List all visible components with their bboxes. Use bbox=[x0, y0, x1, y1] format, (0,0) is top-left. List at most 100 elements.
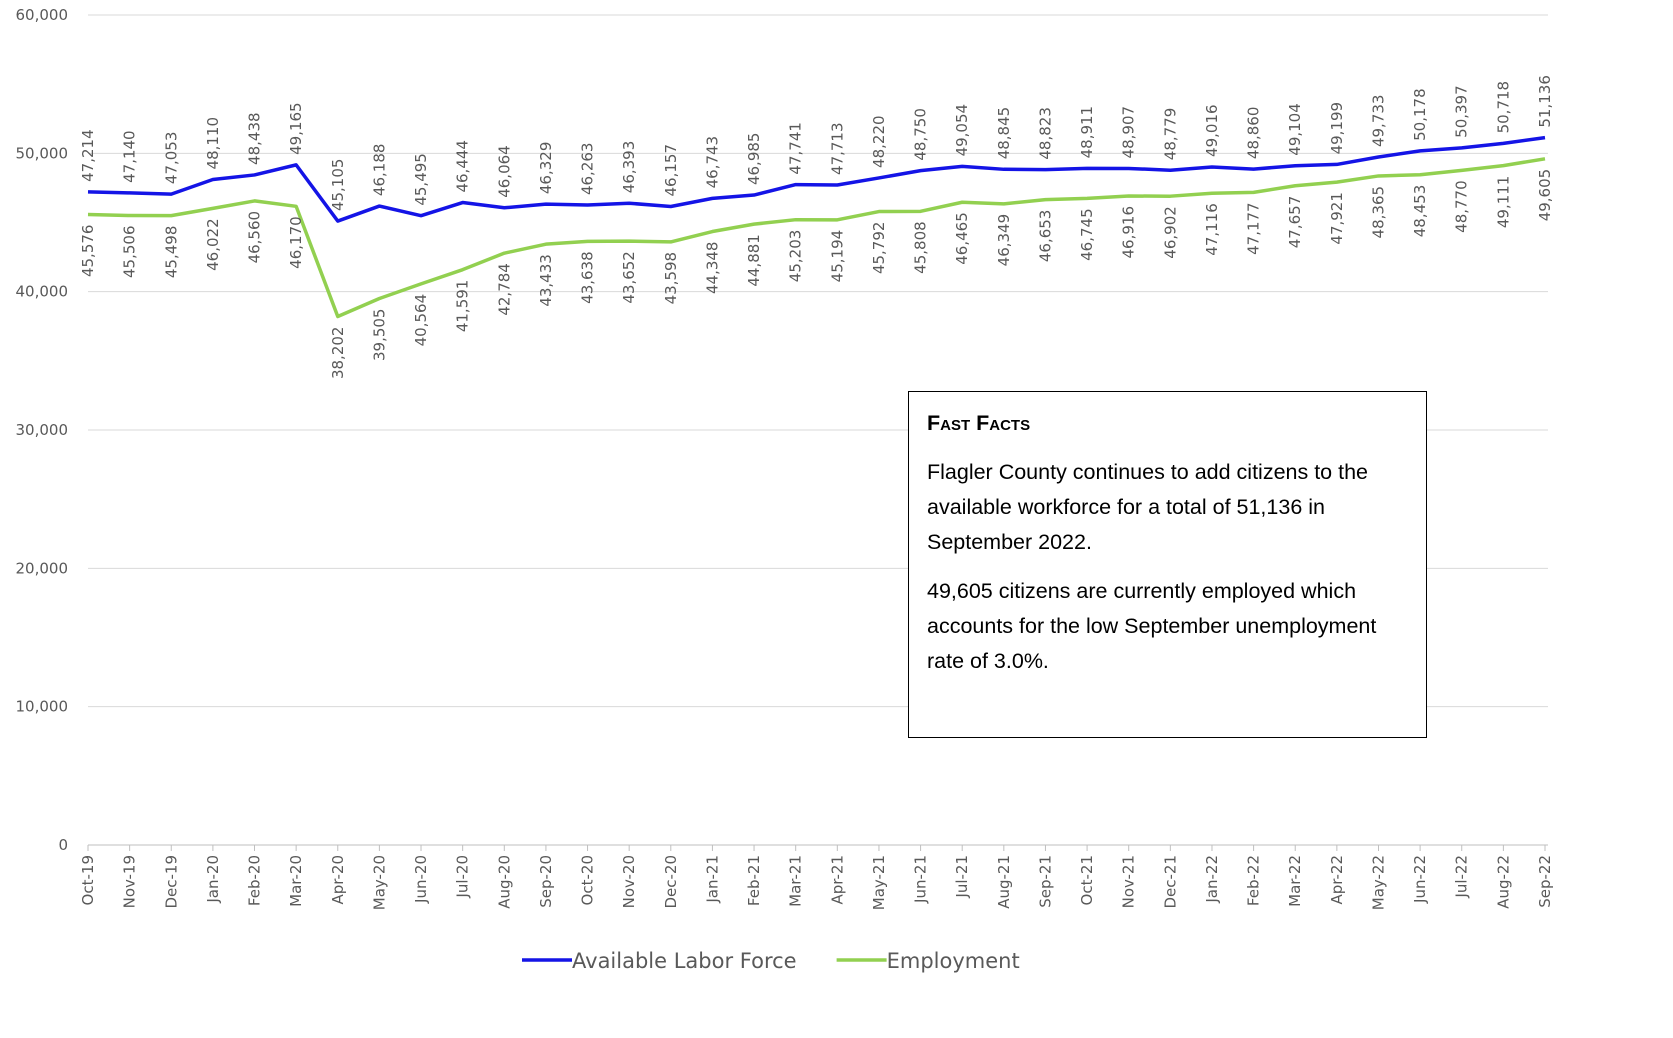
x-tick-label: Apr-21 bbox=[828, 855, 846, 905]
fast-facts-text: Flagler County continues to add citizens… bbox=[927, 460, 1369, 554]
data-label: 45,808 bbox=[912, 221, 930, 274]
data-label: 46,170 bbox=[287, 216, 305, 269]
data-label: 46,985 bbox=[745, 133, 763, 186]
data-label: 49,165 bbox=[287, 102, 305, 155]
x-tick-label: Jan-22 bbox=[1203, 855, 1221, 904]
y-tick-label: 10,000 bbox=[16, 698, 69, 716]
data-label: 45,495 bbox=[412, 153, 430, 206]
data-label: 49,605 bbox=[1536, 169, 1554, 222]
data-label: 46,902 bbox=[1161, 206, 1179, 259]
x-tick-label: Dec-20 bbox=[662, 855, 680, 909]
x-tick-label: Jul-20 bbox=[454, 855, 472, 899]
data-label: 43,652 bbox=[620, 251, 638, 304]
data-label: 49,733 bbox=[1369, 95, 1387, 148]
x-tick-label: Nov-20 bbox=[620, 855, 638, 908]
data-label: 47,214 bbox=[79, 129, 97, 182]
y-tick-label: 50,000 bbox=[16, 144, 69, 162]
data-label: 49,054 bbox=[953, 104, 971, 157]
data-label: 46,465 bbox=[953, 212, 971, 265]
y-tick-label: 30,000 bbox=[16, 421, 69, 439]
legend-label: Available Labor Force bbox=[572, 949, 797, 973]
data-label: 46,022 bbox=[204, 218, 222, 271]
x-tick-label: Sep-20 bbox=[537, 855, 555, 908]
data-label: 41,591 bbox=[454, 280, 472, 333]
data-label: 46,349 bbox=[995, 214, 1013, 267]
data-label: 50,178 bbox=[1411, 88, 1429, 141]
data-label: 44,881 bbox=[745, 234, 763, 287]
y-tick-label: 40,000 bbox=[16, 283, 69, 301]
x-tick-label: Oct-21 bbox=[1078, 855, 1096, 905]
data-label: 46,064 bbox=[495, 145, 513, 198]
data-label: 48,750 bbox=[912, 108, 930, 161]
data-label: 49,111 bbox=[1494, 176, 1512, 229]
x-tick-label: Dec-19 bbox=[162, 855, 180, 909]
data-label: 45,498 bbox=[162, 226, 180, 279]
data-label: 48,860 bbox=[1245, 107, 1263, 160]
data-label: 48,779 bbox=[1161, 108, 1179, 161]
data-label: 48,365 bbox=[1369, 186, 1387, 239]
data-label: 47,116 bbox=[1203, 203, 1221, 256]
data-label: 44,348 bbox=[703, 242, 721, 295]
data-label: 47,657 bbox=[1286, 196, 1304, 249]
x-tick-label: Mar-20 bbox=[287, 855, 305, 907]
x-tick-label: Jun-20 bbox=[412, 855, 430, 904]
data-label: 43,638 bbox=[579, 251, 597, 304]
x-tick-label: Jul-21 bbox=[953, 855, 971, 899]
data-label: 46,444 bbox=[454, 140, 472, 193]
x-tick-label: May-21 bbox=[870, 855, 888, 910]
data-label: 48,110 bbox=[204, 117, 222, 170]
x-tick-label: Aug-20 bbox=[495, 855, 513, 909]
data-label: 39,505 bbox=[370, 309, 388, 362]
data-label: 46,157 bbox=[662, 144, 680, 197]
x-tick-label: Feb-22 bbox=[1245, 855, 1263, 906]
y-tick-label: 0 bbox=[58, 836, 68, 854]
data-label: 40,564 bbox=[412, 294, 430, 347]
x-tick-label: Feb-20 bbox=[246, 855, 264, 906]
y-tick-label: 60,000 bbox=[16, 6, 69, 24]
data-label: 48,823 bbox=[1036, 107, 1054, 160]
data-label: 46,560 bbox=[246, 211, 264, 263]
x-tick-label: Dec-21 bbox=[1161, 855, 1179, 909]
data-label: 45,203 bbox=[787, 230, 805, 283]
x-tick-label: Mar-21 bbox=[787, 855, 805, 907]
data-label: 47,741 bbox=[787, 122, 805, 175]
data-label: 48,220 bbox=[870, 115, 888, 168]
x-tick-label: Apr-22 bbox=[1328, 855, 1346, 905]
x-tick-label: May-22 bbox=[1369, 855, 1387, 910]
data-label: 46,743 bbox=[703, 136, 721, 189]
data-label: 46,263 bbox=[579, 143, 597, 196]
data-label: 48,845 bbox=[995, 107, 1013, 160]
data-label: 48,770 bbox=[1453, 180, 1471, 233]
data-label: 47,921 bbox=[1328, 192, 1346, 245]
x-tick-label: Jun-21 bbox=[912, 855, 930, 904]
data-label: 43,433 bbox=[537, 254, 555, 306]
data-label: 45,792 bbox=[870, 222, 888, 275]
data-label: 45,105 bbox=[329, 159, 347, 212]
y-tick-label: 20,000 bbox=[16, 559, 69, 577]
data-label: 43,598 bbox=[662, 252, 680, 305]
fast-facts-box: Fast Facts Flagler County continues to a… bbox=[908, 391, 1427, 738]
data-label: 49,016 bbox=[1203, 104, 1221, 157]
x-tick-label: Jan-20 bbox=[204, 855, 222, 904]
x-tick-label: Oct-20 bbox=[579, 855, 597, 905]
x-tick-label: Apr-20 bbox=[329, 855, 347, 905]
x-tick-label: Nov-19 bbox=[121, 855, 139, 908]
data-label: 45,506 bbox=[121, 226, 139, 279]
data-label: 46,916 bbox=[1120, 206, 1138, 259]
legend-label: Employment bbox=[887, 949, 1020, 973]
data-label: 46,653 bbox=[1036, 210, 1054, 262]
data-label: 50,397 bbox=[1453, 85, 1471, 138]
data-label: 50,718 bbox=[1494, 81, 1512, 134]
x-tick-label: Feb-21 bbox=[745, 855, 763, 906]
data-label: 38,202 bbox=[329, 327, 347, 380]
x-tick-label: Mar-22 bbox=[1286, 855, 1304, 907]
series-line bbox=[87, 157, 1546, 319]
data-label: 46,329 bbox=[537, 142, 555, 195]
data-label: 48,453 bbox=[1411, 185, 1429, 238]
x-tick-label: Oct-19 bbox=[79, 855, 97, 905]
x-tick-label: Nov-21 bbox=[1120, 855, 1138, 908]
data-label: 47,140 bbox=[121, 130, 139, 183]
data-label: 45,194 bbox=[828, 230, 846, 283]
x-tick-label: Aug-22 bbox=[1494, 855, 1512, 909]
